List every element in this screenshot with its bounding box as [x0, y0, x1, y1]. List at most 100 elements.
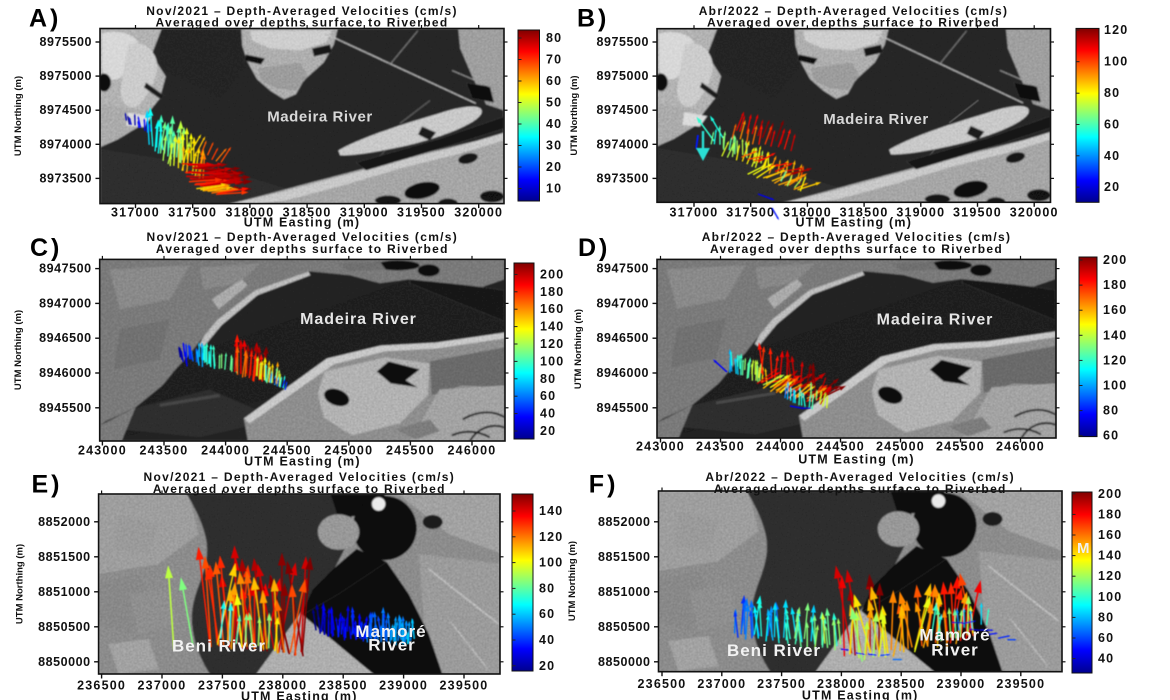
svg-text:236500: 236500 [638, 677, 687, 691]
svg-text:244500: 244500 [263, 444, 312, 458]
svg-text:60: 60 [1098, 631, 1114, 645]
svg-text:UTM Northing (m): UTM Northing (m) [13, 310, 24, 390]
svg-text:317000: 317000 [111, 206, 160, 220]
svg-text:40: 40 [1104, 149, 1120, 163]
svg-text:Averaged over depths surface t: Averaged over depths surface to Riverbed [714, 482, 1007, 496]
svg-text:8973500: 8973500 [596, 171, 649, 185]
svg-text:8974000: 8974000 [596, 137, 649, 151]
svg-text:UTM Easting (m): UTM Easting (m) [798, 453, 915, 467]
svg-text:Abr/2022 – Depth-Averaged Velo: Abr/2022 – Depth-Averaged Velocities (cm… [699, 4, 1009, 18]
svg-text:239500: 239500 [440, 679, 489, 693]
svg-text:120: 120 [540, 337, 564, 351]
svg-text:320000: 320000 [454, 206, 503, 220]
svg-text:244000: 244000 [756, 440, 805, 454]
svg-text:Abr/2022 – Depth-Averaged Velo: Abr/2022 – Depth-Averaged Velocities (cm… [705, 470, 1015, 484]
svg-text:Averaged over depths surface t: Averaged over depths surface to Riverbed [707, 15, 1000, 29]
svg-text:318500: 318500 [840, 206, 889, 220]
svg-text:8850500: 8850500 [598, 620, 651, 634]
svg-text:317000: 317000 [670, 206, 719, 220]
svg-text:UTM Easting (m): UTM Easting (m) [241, 690, 358, 700]
svg-text:8947500: 8947500 [596, 262, 649, 276]
svg-text:120: 120 [1098, 569, 1122, 583]
svg-text:8974500: 8974500 [596, 103, 649, 117]
svg-text:Mamoré: Mamoré [355, 622, 426, 641]
svg-text:8945500: 8945500 [39, 401, 92, 415]
svg-text:100: 100 [1098, 590, 1122, 604]
svg-text:140: 140 [540, 320, 564, 334]
svg-text:River: River [931, 641, 979, 660]
svg-text:Nov/2021 – Depth-Averaged Velo: Nov/2021 – Depth-Averaged Velocities (cm… [147, 230, 459, 244]
svg-text:160: 160 [540, 302, 564, 316]
svg-text:245000: 245000 [324, 444, 373, 458]
svg-text:Madeira River: Madeira River [877, 312, 994, 329]
svg-text:8946500: 8946500 [596, 331, 649, 345]
svg-text:B): B) [577, 5, 609, 33]
svg-text:318000: 318000 [783, 206, 832, 220]
svg-text:180: 180 [540, 285, 564, 299]
svg-text:8974000: 8974000 [39, 137, 92, 151]
svg-text:8975000: 8975000 [596, 69, 649, 83]
svg-text:60: 60 [540, 389, 556, 403]
svg-text:20: 20 [1104, 180, 1120, 194]
svg-text:239500: 239500 [996, 677, 1045, 691]
svg-text:318500: 318500 [283, 206, 332, 220]
svg-text:238500: 238500 [877, 677, 926, 691]
svg-text:30: 30 [546, 139, 562, 153]
svg-text:80: 80 [540, 372, 556, 386]
svg-text:243500: 243500 [140, 444, 189, 458]
svg-text:8947000: 8947000 [596, 296, 649, 310]
svg-text:70: 70 [546, 53, 562, 67]
svg-text:8851500: 8851500 [598, 550, 651, 564]
svg-text:245000: 245000 [876, 440, 925, 454]
svg-text:UTM Easting (m): UTM Easting (m) [795, 216, 912, 230]
svg-text:8945500: 8945500 [596, 401, 649, 415]
svg-text:239000: 239000 [379, 679, 428, 693]
svg-text:238000: 238000 [258, 679, 307, 693]
svg-text:244500: 244500 [816, 440, 865, 454]
svg-text:319500: 319500 [397, 206, 446, 220]
svg-text:236500: 236500 [77, 679, 126, 693]
svg-text:8947000: 8947000 [39, 296, 92, 310]
svg-text:UTM Northing (m): UTM Northing (m) [573, 309, 584, 389]
svg-text:180: 180 [1103, 278, 1127, 292]
svg-text:180: 180 [1098, 507, 1122, 521]
svg-text:8852000: 8852000 [598, 515, 651, 529]
svg-text:60: 60 [1103, 429, 1119, 443]
svg-text:319000: 319000 [340, 206, 389, 220]
svg-text:80: 80 [1104, 86, 1120, 100]
svg-text:20: 20 [539, 659, 555, 673]
svg-text:Averaged over depths surface t: Averaged over depths surface to Riverbed [710, 242, 1003, 256]
svg-text:8975500: 8975500 [39, 35, 92, 49]
svg-text:237500: 237500 [757, 677, 806, 691]
svg-text:237000: 237000 [697, 677, 746, 691]
svg-text:A): A) [29, 5, 61, 33]
svg-text:Averaged over depths surface t: Averaged over depths surface to Riverbed [156, 242, 449, 256]
svg-text:Averaged over depths surface t: Averaged over depths surface to Riverbed [156, 15, 449, 29]
svg-text:8851000: 8851000 [598, 585, 651, 599]
svg-text:60: 60 [1104, 118, 1120, 132]
svg-text:318000: 318000 [225, 206, 274, 220]
svg-text:238500: 238500 [319, 679, 368, 693]
svg-text:F): F) [589, 471, 619, 499]
svg-text:8946000: 8946000 [596, 366, 649, 380]
svg-text:UTM Easting (m): UTM Easting (m) [244, 455, 361, 469]
svg-text:Abr/2022 – Depth-Averaged Velo: Abr/2022 – Depth-Averaged Velocities (cm… [702, 230, 1012, 244]
svg-text:Madeira River: Madeira River [823, 111, 929, 128]
svg-text:8975000: 8975000 [39, 69, 92, 83]
svg-text:M: M [1077, 540, 1090, 557]
svg-text:245500: 245500 [936, 440, 985, 454]
svg-text:40: 40 [540, 407, 556, 421]
svg-text:E): E) [32, 471, 63, 499]
svg-text:160: 160 [1098, 528, 1122, 542]
svg-text:100: 100 [539, 556, 563, 570]
svg-text:120: 120 [1104, 23, 1128, 37]
svg-text:8974500: 8974500 [39, 103, 92, 117]
svg-text:140: 140 [1103, 328, 1127, 342]
svg-text:8946500: 8946500 [39, 331, 92, 345]
svg-text:319000: 319000 [896, 206, 945, 220]
svg-text:40: 40 [546, 117, 562, 131]
svg-text:317500: 317500 [168, 206, 217, 220]
svg-text:319500: 319500 [953, 206, 1002, 220]
svg-text:UTM Northing (m): UTM Northing (m) [15, 544, 26, 624]
svg-text:243000: 243000 [636, 440, 685, 454]
